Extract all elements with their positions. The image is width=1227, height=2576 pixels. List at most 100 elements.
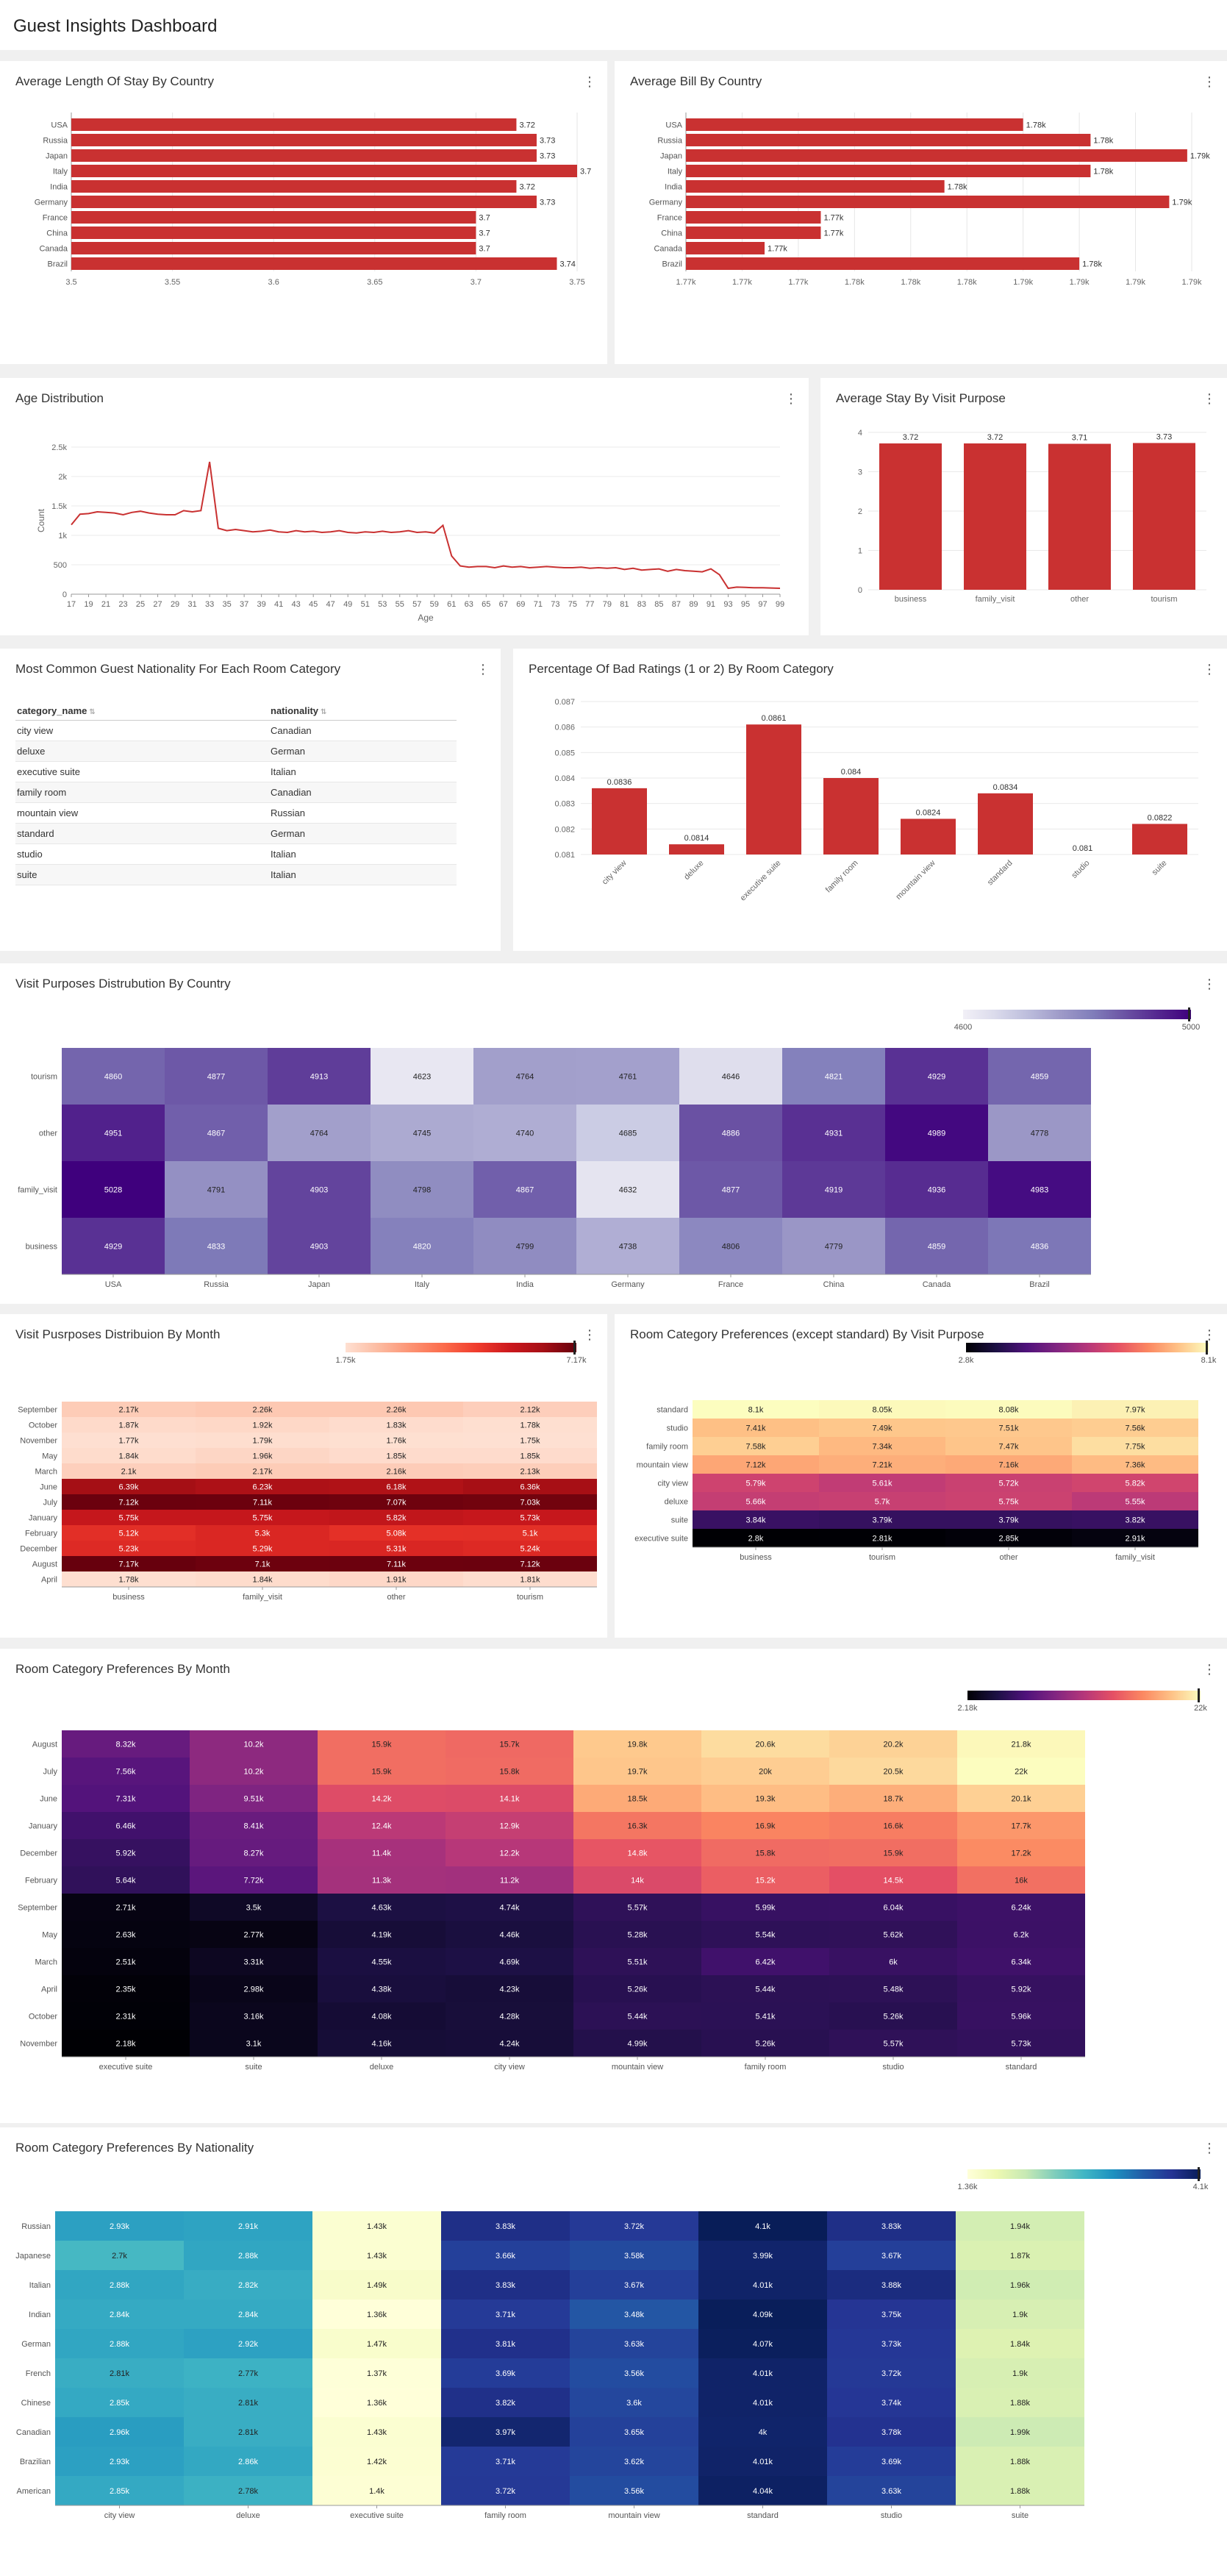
x-tick-label: 19: [84, 600, 93, 609]
kebab-menu-icon[interactable]: ⋮: [583, 1327, 596, 1342]
cell-label: 2.91k: [238, 2222, 258, 2231]
kebab-menu-icon[interactable]: ⋮: [1203, 977, 1216, 991]
kebab-menu-icon[interactable]: ⋮: [1203, 391, 1216, 406]
cell-label: 21.8k: [1012, 1741, 1031, 1749]
heatmap-cell: [268, 1161, 371, 1218]
heatmap-cell: [701, 1839, 829, 1866]
x-tick-label: 51: [361, 600, 370, 609]
heatmap-cell: [570, 2358, 698, 2388]
heatmap-cell: [782, 1048, 885, 1105]
sort-icon[interactable]: ⇅: [89, 708, 96, 716]
bar: [71, 134, 537, 146]
heatmap-cell: [441, 2358, 570, 2388]
data-label: 1.77k: [823, 214, 843, 223]
cell-label: 8.08k: [999, 1406, 1019, 1415]
category-label: deluxe: [682, 859, 705, 882]
cell-label: 4931: [825, 1130, 843, 1138]
bar: [71, 165, 577, 177]
card-title: Visit Pusrposes Distribuion By Month: [15, 1327, 221, 1341]
kebab-menu-icon[interactable]: ⋮: [1203, 1662, 1216, 1677]
cell-label: 17.2k: [1012, 1849, 1031, 1858]
x-tick-label: 1.79k: [1013, 278, 1033, 287]
heatmap-cell: [701, 1758, 829, 1785]
heatmap-cell: [885, 1218, 988, 1274]
cell-label: 2.81k: [238, 2399, 258, 2408]
heatmap-cell: [441, 2388, 570, 2417]
data-label: 3.72: [519, 183, 534, 192]
heatmap-cell: [312, 2476, 441, 2505]
cell-category: family room: [15, 782, 269, 803]
cell-label: 15.9k: [372, 1768, 392, 1777]
data-label: 0.084: [841, 768, 862, 777]
column-header-category[interactable]: category_name ⇅: [15, 702, 269, 721]
heatmap-cell: [318, 1758, 446, 1785]
kebab-menu-icon[interactable]: ⋮: [1203, 2141, 1216, 2155]
row-label: January: [29, 1822, 58, 1831]
cell-label: 1.43k: [367, 2428, 387, 2437]
heatmap-cell: [701, 1730, 829, 1758]
heatmap-cell: [827, 2329, 956, 2358]
x-tick-label: 31: [187, 600, 196, 609]
cell-label: 3.79k: [873, 1516, 892, 1525]
heatmap-cell: [312, 2329, 441, 2358]
heatmap-cell: [55, 2211, 184, 2241]
heatmap-cell: [441, 2241, 570, 2270]
sort-icon[interactable]: ⇅: [321, 708, 327, 716]
x-tick-label: 61: [447, 600, 456, 609]
cell-label: 5.51k: [628, 1958, 648, 1967]
y-tick-label: 1: [858, 547, 862, 556]
heatmap-cell: [945, 1474, 1072, 1492]
legend-min-label: 2.18k: [958, 1704, 978, 1713]
heatmap-cell: [576, 1048, 679, 1105]
kebab-menu-icon[interactable]: ⋮: [1203, 74, 1216, 89]
cell-label: 4.46k: [500, 1931, 520, 1940]
cell-label: 6.23k: [253, 1483, 273, 1492]
cell-label: 3.69k: [881, 2458, 901, 2466]
heatmap-cell: [165, 1218, 268, 1274]
heatmap-cell: [312, 2211, 441, 2241]
heatmap-cell: [693, 1437, 819, 1455]
row-label: May: [42, 1931, 57, 1940]
x-tick-label: 1.78k: [957, 278, 977, 287]
cell-label: 4k: [759, 2428, 768, 2437]
kebab-menu-icon[interactable]: ⋮: [583, 74, 596, 89]
y-tick-label: 0: [62, 591, 67, 599]
row-label: German: [21, 2340, 51, 2349]
data-label: 0.0861: [762, 714, 787, 723]
heatmap-cell: [570, 2211, 698, 2241]
heatmap-cell: [698, 2447, 827, 2476]
cell-nationality: German: [269, 741, 457, 762]
cell-label: 2.93k: [110, 2222, 129, 2231]
x-tick-label: 35: [222, 600, 231, 609]
cell-label: 20.1k: [1012, 1795, 1031, 1804]
cell-label: 2.85k: [999, 1535, 1019, 1544]
column-header-nationality[interactable]: nationality ⇅: [269, 702, 457, 721]
room-by-purpose-heatmap: 8.1k 8.05k 8.08k 7.97k standard 7.41k 7.49k 7.5…: [634, 1341, 1217, 1562]
cell-label: 1.9k: [1012, 2369, 1028, 2378]
cell-label: 12.4k: [372, 1822, 392, 1831]
category-label: Canada: [654, 245, 682, 254]
cell-label: 3.83k: [496, 2222, 515, 2231]
kebab-menu-icon[interactable]: ⋮: [1203, 662, 1216, 677]
heatmap-cell: [62, 1921, 190, 1948]
nationality-table: category_name ⇅ nationality ⇅ city view Can…: [15, 702, 457, 885]
cell-label: 3.78k: [881, 2428, 901, 2437]
heatmap-cell: [268, 1048, 371, 1105]
heatmap-cell: [441, 2476, 570, 2505]
cell-label: 2.85k: [110, 2399, 129, 2408]
x-tick-label: 87: [672, 600, 681, 609]
kebab-menu-icon[interactable]: ⋮: [476, 662, 490, 677]
heatmap-cell: [570, 2447, 698, 2476]
kebab-menu-icon[interactable]: ⋮: [784, 391, 798, 406]
cell-category: mountain view: [15, 802, 269, 824]
cell-label: 4867: [516, 1186, 534, 1195]
cell-label: 2.86k: [238, 2458, 258, 2466]
row-label: October: [29, 2013, 57, 2022]
cell-label: 5.26k: [756, 2040, 776, 2049]
card-title: Average Stay By Visit Purpose: [836, 391, 1006, 405]
heatmap-cell: [62, 1812, 190, 1839]
cell-label: 1.81k: [521, 1576, 540, 1585]
heatmap-cell: [693, 1455, 819, 1474]
x-tick-label: 89: [689, 600, 698, 609]
kebab-menu-icon[interactable]: ⋮: [1203, 1327, 1216, 1342]
